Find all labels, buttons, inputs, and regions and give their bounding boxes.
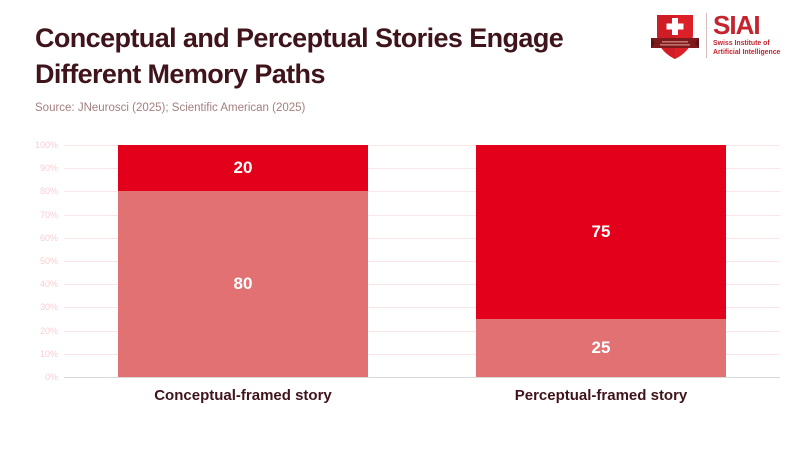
logo-acronym: SIAI (713, 10, 761, 40)
gridline (64, 330, 780, 332)
segment-value-label: 80 (233, 274, 253, 294)
y-tick-label: 20% (39, 325, 58, 336)
gridline (64, 307, 780, 309)
logo-tagline-line-1: Swiss Institute of (713, 40, 770, 47)
y-tick-label: 90% (39, 163, 58, 174)
gridline (64, 284, 780, 286)
y-axis: 0% 10% 20% 30% 40% 50% 60% 70% 80% 90% 100% (24, 140, 58, 382)
logo-tagline-line-2: Artificial Intelligence (713, 48, 781, 56)
gridline (64, 214, 780, 216)
source-note: Source: JNeurosci (2025); Scientific Ame… (35, 102, 306, 114)
light-red-bottom-segment: 25 (476, 319, 726, 377)
y-tick-label: 30% (39, 302, 58, 313)
logo-tagline: Swiss Institute of Artificial Intelligen… (713, 40, 780, 57)
gridline (64, 191, 780, 193)
title-line-1: Conceptual and Perceptual Stories Engage (35, 23, 564, 53)
stacked-bar: 25 75 (476, 145, 726, 377)
plot-area: 80 20 25 75 (64, 145, 780, 378)
gridline (64, 353, 780, 355)
gridline (64, 237, 780, 239)
x-category-label: Conceptual-framed story (154, 387, 332, 404)
y-tick-label: 60% (39, 232, 58, 243)
y-tick-label: 100% (34, 140, 58, 150)
segment-value-label: 20 (233, 158, 253, 178)
y-tick-label: 40% (39, 279, 58, 290)
y-tick-label: 10% (39, 348, 58, 359)
title-line-2: Different Memory Paths (35, 59, 325, 89)
x-category-label: Perceptual-framed story (514, 387, 688, 404)
red-top-segment: 20 (118, 145, 368, 192)
gridline (64, 377, 780, 378)
y-tick-label: 80% (39, 186, 58, 197)
red-top-segment: 75 (476, 145, 726, 319)
light-red-bottom-segment: 80 (118, 191, 368, 377)
y-tick-label: 70% (39, 209, 58, 220)
stacked-bar: 80 20 (118, 145, 368, 377)
gridline (64, 168, 780, 170)
y-tick-label: 50% (39, 256, 58, 266)
logo-divider (706, 13, 707, 58)
segment-value-label: 25 (591, 338, 611, 357)
segment-value-label: 75 (591, 222, 611, 241)
y-tick-label: 0% (44, 372, 58, 382)
logo-text: SIAI Swiss Institute of Artificial Intel… (713, 10, 780, 57)
siai-logo: SIAI Swiss Institute of Artificial Intel… (649, 10, 780, 60)
gridline (64, 261, 780, 262)
siai-shield-icon (651, 15, 699, 59)
x-axis: Conceptual-framed story Perceptual-framed… (64, 387, 780, 411)
gridline (64, 145, 780, 146)
page-title: Conceptual and Perceptual Stories Engage… (35, 20, 564, 92)
